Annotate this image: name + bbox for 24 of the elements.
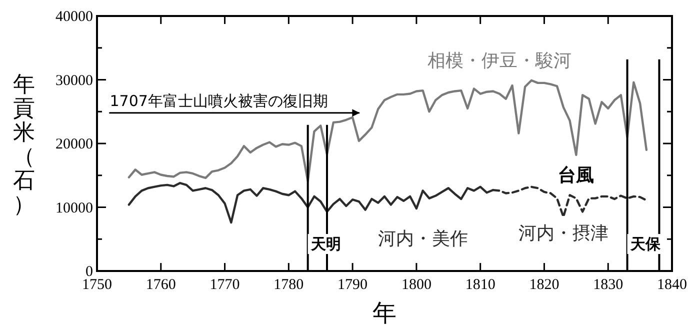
y-tick-label: 20000	[56, 136, 93, 152]
x-tick-label: 1840	[657, 277, 687, 293]
x-tick-label: 1800	[401, 277, 432, 293]
x-tick-label: 1810	[465, 277, 496, 293]
ref-line-label: 天明	[310, 235, 341, 253]
x-tick-label: 1780	[274, 277, 304, 293]
annotation: 1707年富士山噴火被害の復旧期	[110, 92, 328, 110]
series-label: 相模・伊豆・駿河	[428, 50, 572, 72]
y-axis-title: 年貢米（石）	[13, 72, 35, 218]
x-tick-label: 1830	[593, 277, 624, 293]
y-tick-label: 0	[86, 264, 93, 280]
x-tick-label: 1820	[529, 277, 560, 293]
x-tick-label: 1750	[82, 277, 112, 293]
series-label: 河内・摂津	[518, 222, 608, 244]
annotation: 台風	[558, 164, 594, 186]
series-label: 河内・美作	[378, 228, 468, 250]
x-tick-label: 1770	[210, 277, 240, 293]
x-tick-label: 1760	[146, 277, 176, 293]
x-axis-title: 年	[372, 299, 396, 327]
y-tick-label: 10000	[56, 200, 93, 216]
y-tick-label: 40000	[56, 9, 93, 25]
y-tick-label: 30000	[56, 72, 93, 89]
x-tick-label: 1790	[338, 277, 368, 293]
ref-line-label: 天保	[629, 235, 662, 253]
